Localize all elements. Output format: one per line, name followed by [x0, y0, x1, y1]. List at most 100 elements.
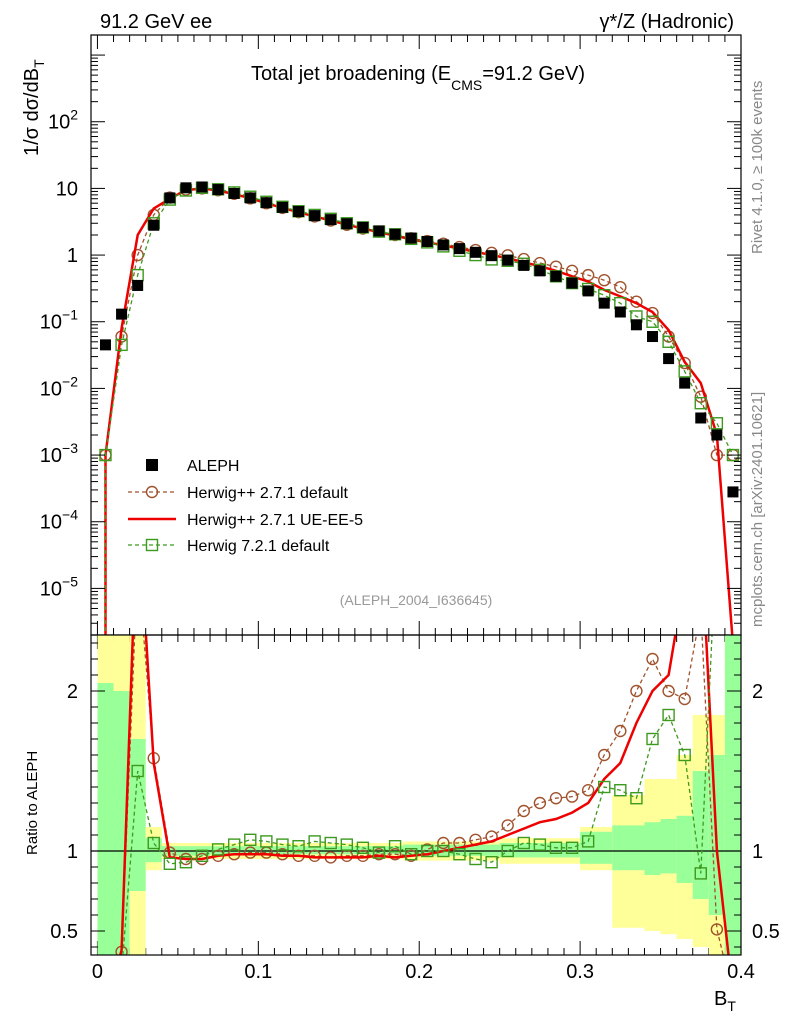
header-left: 91.2 GeV ee — [100, 11, 212, 33]
y-tick-label: 10 — [56, 178, 78, 200]
ratio-point-herwigpp-default — [388, 848, 402, 861]
ratio-point-herwig7 — [630, 792, 643, 805]
main-plot-area — [99, 181, 740, 635]
x-axis-label: BT — [714, 988, 736, 1014]
point-aleph — [614, 306, 626, 318]
ratio-point-herwig7 — [372, 846, 386, 859]
y-tick-label-exp: −2 — [62, 373, 78, 389]
ratio-point-herwig7 — [678, 748, 691, 762]
band-green — [724, 635, 741, 955]
point-herwig7 — [646, 315, 659, 328]
ratio-line-2 — [118, 635, 730, 955]
point-aleph — [582, 285, 594, 297]
band-green — [145, 838, 162, 863]
y-axis-label-main: 1/σ dσ/dB — [21, 68, 43, 156]
point-aleph — [325, 214, 337, 226]
ratio-point-herwigpp-default — [614, 724, 627, 738]
ratio-point-herwig7 — [581, 835, 595, 848]
chart-title-main: Total jet broadening (E — [251, 63, 451, 85]
point-aleph — [421, 235, 433, 247]
ratio-point-herwig7 — [356, 841, 370, 854]
point-aleph — [389, 228, 401, 240]
ratio-point-herwig7 — [292, 840, 305, 853]
legend-label-herwigpp-default: Herwig++ 2.7.1 default — [187, 485, 349, 502]
y-tick-label-base: 10 — [56, 178, 78, 200]
point-aleph — [405, 232, 417, 244]
x-tick-label: 0.3 — [566, 961, 594, 983]
uncertainty-bands — [97, 635, 741, 955]
ratio-point-herwigpp-default — [710, 923, 724, 936]
point-aleph — [132, 279, 144, 291]
ratio-point-herwigpp-default — [437, 836, 450, 850]
point-aleph — [679, 377, 691, 389]
ratio-point-herwig7 — [694, 867, 707, 880]
point-aleph — [373, 225, 385, 237]
ratio-point-herwig7 — [598, 780, 611, 794]
point-aleph — [309, 210, 321, 222]
point-aleph — [116, 308, 128, 320]
point-aleph — [663, 353, 675, 365]
point-aleph — [550, 270, 562, 282]
y-tick-label-exp: −5 — [62, 573, 78, 589]
chart-title-sub: CMS — [451, 77, 482, 93]
ratio-point-herwig7 — [131, 764, 144, 778]
ratio-point-herwigpp-default — [533, 796, 547, 810]
ratio-tick-label-left: 0.5 — [50, 921, 78, 943]
ratio-point-herwig7 — [195, 849, 209, 862]
point-aleph — [164, 192, 176, 204]
band-green — [612, 825, 645, 871]
point-aleph — [727, 486, 739, 498]
y-tick-label-base: 10 — [40, 312, 62, 334]
y-tick-label: 10−4 — [40, 507, 78, 534]
band-green — [129, 739, 146, 891]
ratio-frame — [90, 634, 742, 956]
band-green — [580, 831, 613, 864]
y-tick-label-base: 10 — [40, 512, 62, 534]
ratio-point-herwig7 — [276, 838, 289, 851]
point-aleph — [212, 184, 224, 196]
point-aleph — [647, 331, 659, 343]
ratio-point-herwig7 — [324, 836, 337, 850]
ratio-point-herwig7 — [614, 784, 627, 797]
legend-marker-aleph — [146, 459, 158, 471]
ratio-point-herwig7 — [501, 844, 514, 858]
legend-label-herwig7: Herwig 7.2.1 default — [187, 538, 330, 555]
ratio-tick-label-left: 1 — [67, 841, 78, 863]
ratio-point-herwigpp-default — [598, 748, 611, 762]
point-aleph — [99, 339, 111, 351]
point-aleph — [357, 221, 369, 233]
point-herwigpp-default — [678, 356, 691, 370]
rivet-label: Rivet 4.1.0, ≥ 100k events — [749, 81, 766, 254]
point-aleph — [711, 429, 723, 441]
point-aleph — [260, 197, 272, 209]
ratio-point-herwigpp-default — [517, 804, 530, 818]
ratio-panel: 0.5 0.5 1 1 2 2 — [50, 634, 780, 956]
ratio-point-herwig7 — [517, 836, 530, 850]
ratio-y-ticks: 0.5 0.5 1 1 2 2 — [50, 642, 780, 948]
point-aleph — [486, 250, 498, 262]
mcplots-label: mcplots.cern.ch [arXiv:2401.10621] — [749, 392, 766, 627]
ratio-plot-area — [115, 635, 730, 955]
point-aleph — [453, 243, 465, 255]
legend-marker-herwigpp-default — [145, 485, 159, 499]
point-aleph — [566, 277, 578, 289]
y-tick-label: 102 — [48, 107, 78, 134]
y-tick-label-exp: −4 — [62, 507, 78, 523]
x-tick-label: 0.4 — [727, 961, 755, 983]
legend: ALEPH Herwig++ 2.7.1 default Herwig++ 2.… — [128, 458, 363, 555]
point-aleph — [180, 182, 192, 194]
ratio-point-herwig7 — [533, 838, 547, 851]
band-green — [676, 815, 693, 883]
y-tick-label-exp: −3 — [62, 440, 78, 456]
y-tick-label-base: 10 — [40, 378, 62, 400]
point-aleph — [518, 259, 530, 271]
ratio-point-herwig7 — [227, 838, 241, 851]
point-herwigpp-default — [131, 248, 144, 262]
y-tick-label: 1 — [67, 245, 78, 267]
point-aleph — [695, 412, 707, 424]
header-right: γ*/Z (Hadronic) — [600, 11, 734, 33]
legend-label-herwigpp-ueee5: Herwig++ 2.7.1 UE-EE-5 — [187, 512, 363, 529]
x-axis-label-sub: T — [727, 998, 736, 1014]
y-tick-label-base: 1 — [67, 245, 78, 267]
point-aleph — [630, 319, 642, 331]
